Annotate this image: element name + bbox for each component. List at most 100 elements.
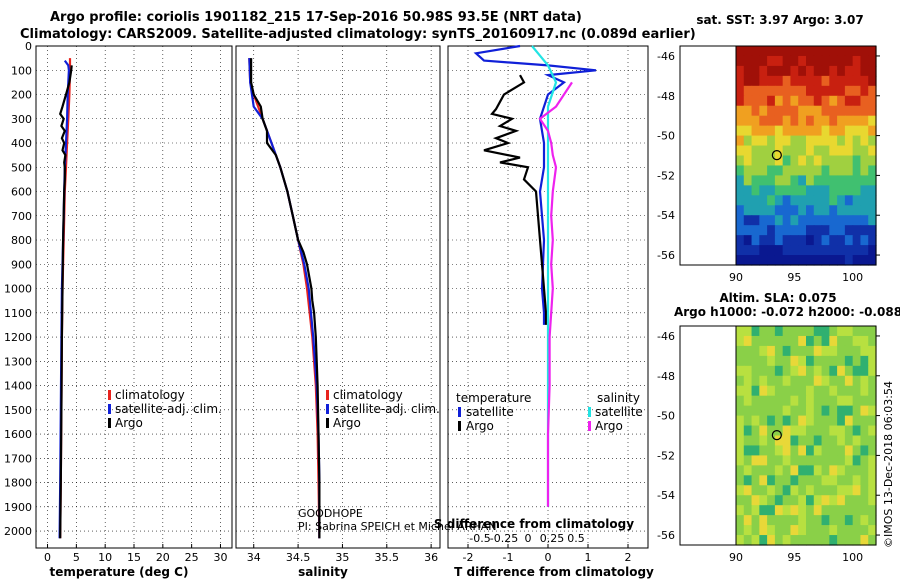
map-cell <box>852 46 862 57</box>
x-tick-label: 20 <box>156 551 170 564</box>
map-cell <box>837 405 846 417</box>
map-cell <box>782 455 792 466</box>
map-cell <box>821 46 830 57</box>
map-cell <box>767 445 776 457</box>
map-cell <box>829 326 838 337</box>
map-cell <box>860 215 869 226</box>
map-cell <box>860 385 869 397</box>
map-cell <box>844 85 854 97</box>
map-cell <box>743 145 753 157</box>
y-tick-label: 2000 <box>4 525 32 538</box>
map-cell <box>813 245 823 256</box>
map-cell <box>743 535 753 546</box>
map-cell <box>868 515 877 526</box>
map-cell <box>774 165 784 177</box>
map-cell <box>751 215 760 226</box>
map-cell <box>774 405 784 417</box>
map-cell <box>759 135 768 147</box>
map-cell <box>829 95 838 107</box>
map-cell <box>774 125 784 137</box>
map-cell <box>790 145 799 157</box>
map-cell <box>868 415 877 427</box>
map-cell <box>821 195 830 206</box>
map-cell <box>860 495 869 506</box>
map-cell <box>782 365 792 377</box>
map-cell <box>852 145 862 157</box>
map-cell <box>790 135 799 147</box>
legend-entry: Argo <box>595 419 623 433</box>
map-cell <box>813 455 823 466</box>
map-cell <box>759 435 768 447</box>
map-cell <box>813 145 823 157</box>
lat-tick-label: -54 <box>657 489 675 502</box>
map-cell <box>790 105 799 117</box>
map-cell <box>736 495 745 506</box>
map-cell <box>813 475 823 486</box>
series-line-t-argo <box>483 74 548 325</box>
map-cell <box>774 385 784 397</box>
map-cell <box>806 135 815 147</box>
map-cell <box>868 435 877 447</box>
y-tick-label: 100 <box>11 64 32 77</box>
map-cell <box>844 395 854 407</box>
map-cell <box>837 355 846 367</box>
map-cell <box>852 515 862 526</box>
map-cell <box>759 46 768 57</box>
map-cell <box>751 95 760 107</box>
legend-entry: satellite <box>595 405 643 419</box>
map-cell <box>837 185 846 196</box>
map-cell <box>782 425 792 437</box>
map-cell <box>798 345 807 357</box>
map-cell <box>774 85 784 97</box>
map-cell <box>767 135 776 147</box>
x-tick-label: 35 <box>335 551 349 564</box>
map-cell <box>852 215 862 226</box>
map-cell <box>751 255 760 266</box>
map-cell <box>821 255 830 266</box>
map-cell <box>743 515 753 526</box>
map-cell <box>821 135 830 147</box>
map-cell <box>736 335 745 347</box>
map-cell <box>821 475 830 486</box>
map-cell <box>751 65 760 77</box>
map-cell <box>782 475 792 486</box>
map-cell <box>798 395 807 407</box>
y-tick-label: 800 <box>11 234 32 247</box>
map-cell <box>751 235 760 246</box>
map-cell <box>736 365 745 377</box>
map-cell <box>813 495 823 506</box>
map-cell <box>806 125 815 137</box>
map-cell <box>774 235 784 246</box>
map-cell <box>759 535 768 546</box>
map-cell <box>837 465 846 476</box>
map-cell <box>806 405 815 417</box>
map-cell <box>782 85 792 97</box>
map-cell <box>751 415 760 427</box>
x-tick-label: 35.5 <box>375 551 400 564</box>
map-cell <box>767 125 776 137</box>
map-cell <box>790 445 799 457</box>
map-cell <box>743 185 753 196</box>
map-cell <box>821 65 830 77</box>
map-cell <box>743 215 753 226</box>
map-cell <box>837 245 846 256</box>
map-cell <box>852 195 862 206</box>
map-cell <box>751 535 760 546</box>
map-cell <box>751 525 760 536</box>
map-cell <box>774 326 784 337</box>
map-cell <box>868 465 877 476</box>
map-cell <box>767 505 776 516</box>
map-cell <box>844 365 854 377</box>
map-cell <box>837 75 846 87</box>
map-cell <box>736 75 745 87</box>
map-cell <box>837 155 846 167</box>
map-cell <box>798 235 807 246</box>
map-cell <box>751 465 760 476</box>
map-cell <box>782 205 792 216</box>
map-cell <box>806 445 815 457</box>
map-cell <box>790 155 799 167</box>
map-cell <box>767 195 776 206</box>
map-cell <box>860 375 869 387</box>
map-cell <box>767 405 776 417</box>
map-cell <box>736 55 745 67</box>
